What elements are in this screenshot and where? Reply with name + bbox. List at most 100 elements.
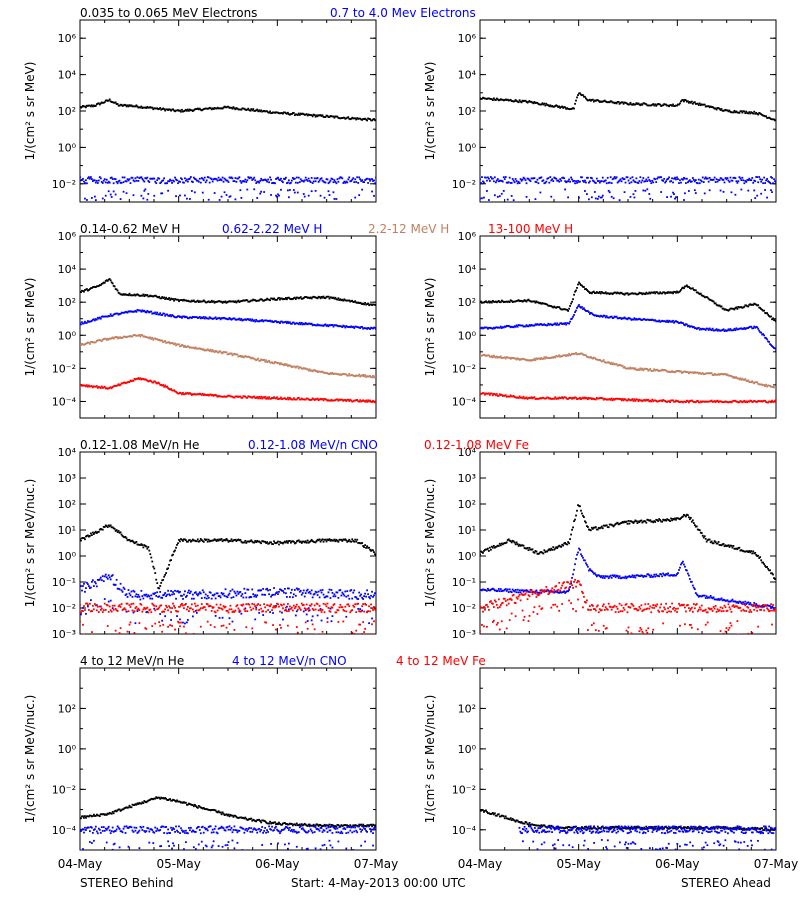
data-point xyxy=(302,322,305,325)
data-point xyxy=(223,105,226,108)
data-point xyxy=(233,107,236,110)
data-point xyxy=(327,182,330,185)
data-point xyxy=(306,323,309,326)
data-point xyxy=(626,399,629,402)
data-point xyxy=(106,279,109,282)
data-point xyxy=(538,357,541,360)
data-point xyxy=(708,298,711,301)
data-point xyxy=(164,573,167,576)
data-point xyxy=(240,300,243,302)
data-point xyxy=(641,319,644,321)
data-point xyxy=(541,302,544,304)
data-point xyxy=(222,624,225,627)
data-point xyxy=(228,623,231,625)
data-point xyxy=(199,607,202,610)
data-point xyxy=(365,178,368,181)
data-point xyxy=(301,323,304,326)
data-point xyxy=(500,179,503,182)
data-point xyxy=(335,398,338,401)
data-point xyxy=(145,107,148,109)
data-point xyxy=(700,180,703,183)
data-point xyxy=(309,323,312,326)
data-point xyxy=(206,107,209,110)
data-point xyxy=(302,193,305,195)
data-point xyxy=(116,312,119,315)
data-point xyxy=(723,401,726,403)
data-point xyxy=(685,182,687,184)
data-point xyxy=(233,590,236,593)
data-point xyxy=(246,179,249,182)
data-point xyxy=(684,370,686,373)
data-point xyxy=(594,99,597,102)
data-point xyxy=(621,292,624,295)
data-point xyxy=(216,351,219,354)
data-point xyxy=(201,177,204,180)
data-point xyxy=(307,607,310,610)
data-point xyxy=(227,594,230,596)
data-point xyxy=(245,541,248,544)
data-point xyxy=(722,328,725,331)
data-point xyxy=(521,357,524,360)
data-point xyxy=(201,300,204,303)
data-point xyxy=(745,379,748,382)
data-point xyxy=(371,617,373,620)
data-point xyxy=(336,115,339,118)
data-point xyxy=(534,359,537,362)
data-point xyxy=(211,594,214,597)
data-point xyxy=(757,181,760,184)
data-point xyxy=(546,396,549,399)
data-point xyxy=(693,289,696,292)
data-point xyxy=(305,178,308,181)
data-point xyxy=(275,361,277,364)
data-point xyxy=(279,363,281,366)
data-point xyxy=(167,189,170,192)
data-point xyxy=(313,177,316,180)
data-point xyxy=(548,397,551,400)
data-point xyxy=(174,342,176,345)
data-point xyxy=(595,291,598,293)
data-point xyxy=(620,292,623,294)
data-point xyxy=(256,320,259,323)
data-point xyxy=(558,105,561,108)
data-point xyxy=(180,345,182,347)
data-point xyxy=(718,373,721,376)
data-point xyxy=(729,328,732,330)
data-point xyxy=(717,401,720,404)
data-point xyxy=(183,110,185,113)
data-point xyxy=(629,292,632,295)
data-point xyxy=(718,400,721,403)
data-point xyxy=(138,378,141,381)
data-point xyxy=(641,103,644,106)
data-point xyxy=(267,111,269,114)
data-point xyxy=(314,541,317,544)
data-point xyxy=(219,539,222,541)
data-point xyxy=(513,396,516,398)
data-point xyxy=(167,314,170,317)
data-point xyxy=(80,322,81,324)
data-point xyxy=(155,182,158,185)
data-point xyxy=(347,540,350,542)
data-point xyxy=(356,326,359,328)
data-point xyxy=(672,399,674,402)
data-point xyxy=(125,602,128,605)
data-point xyxy=(722,190,725,193)
data-point xyxy=(124,104,127,107)
data-point xyxy=(612,362,615,365)
data-point xyxy=(349,326,352,329)
data-point xyxy=(501,326,504,329)
data-point xyxy=(493,98,496,101)
data-point xyxy=(262,587,265,590)
data-point xyxy=(149,597,152,600)
data-point xyxy=(616,397,619,400)
data-point xyxy=(133,333,136,336)
data-point xyxy=(304,113,307,116)
y-tick-label: 10⁻² xyxy=(52,178,76,191)
data-point xyxy=(148,549,151,552)
data-point xyxy=(141,610,144,613)
data-point xyxy=(290,179,293,182)
data-point xyxy=(338,299,341,301)
data-point xyxy=(255,182,258,184)
data-point xyxy=(339,117,342,120)
data-point xyxy=(97,579,100,581)
data-point xyxy=(88,384,90,387)
